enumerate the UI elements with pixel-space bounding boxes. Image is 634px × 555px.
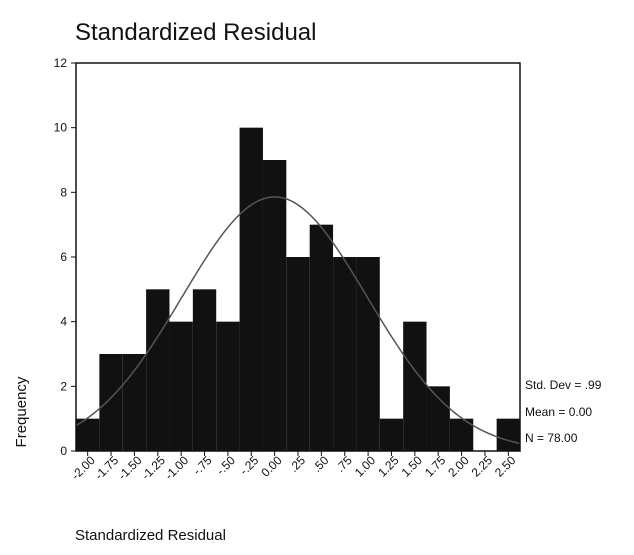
x-tick-label: -.25 [237, 453, 262, 478]
x-tick-label: .75 [333, 453, 355, 475]
chart: Standardized Residual Standardized Resid… [0, 0, 634, 550]
x-tick-label: 2.00 [445, 453, 472, 480]
y-tick-label: 12 [54, 56, 68, 70]
bar [99, 354, 122, 451]
stat-mean: Mean = 0.00 [525, 405, 592, 419]
x-tick-label: 2.50 [492, 453, 519, 480]
x-tick-label: 1.25 [375, 453, 402, 480]
x-tick-label: -2.00 [69, 453, 98, 482]
bar [333, 257, 356, 451]
x-axis-label: Standardized Residual [75, 527, 226, 544]
y-tick-label: 4 [60, 315, 67, 329]
y-tick-label: 2 [60, 379, 67, 393]
chart-title: Standardized Residual [75, 19, 317, 46]
bar [286, 257, 309, 451]
stat-n: N = 78.00 [525, 431, 578, 445]
x-tick-label: 1.00 [352, 453, 379, 480]
bar [123, 354, 146, 451]
y-tick-label: 8 [60, 185, 67, 199]
bar [310, 225, 333, 451]
x-tick-label: -1.25 [139, 453, 168, 482]
x-tick-label: -1.75 [92, 453, 121, 482]
x-tick-label: -.50 [213, 453, 238, 478]
y-tick-label: 0 [60, 444, 67, 458]
y-axis-label: Frequency [13, 376, 30, 447]
x-tick-label: 2.25 [469, 453, 496, 480]
y-tick-label: 6 [60, 250, 67, 264]
x-tick-label: -1.00 [162, 453, 191, 482]
bar [146, 289, 169, 451]
y-tick-label: 10 [54, 121, 68, 135]
bar [427, 386, 450, 451]
bar [169, 322, 192, 451]
bar [380, 419, 403, 451]
bar [403, 322, 426, 451]
x-tick-label: 0.00 [258, 453, 285, 480]
x-tick-label: 1.75 [422, 453, 449, 480]
stat-sd: Std. Dev = .99 [525, 378, 602, 392]
bar [240, 128, 263, 451]
x-tick-label: .25 [286, 453, 308, 475]
bar [497, 419, 520, 451]
x-tick-label: .50 [310, 453, 332, 475]
x-tick-label: -1.50 [115, 453, 144, 482]
x-tick-label: 1.50 [399, 453, 426, 480]
x-tick-label: -.75 [190, 453, 215, 478]
bar [263, 160, 286, 451]
bar [216, 322, 239, 451]
bar [193, 289, 216, 451]
